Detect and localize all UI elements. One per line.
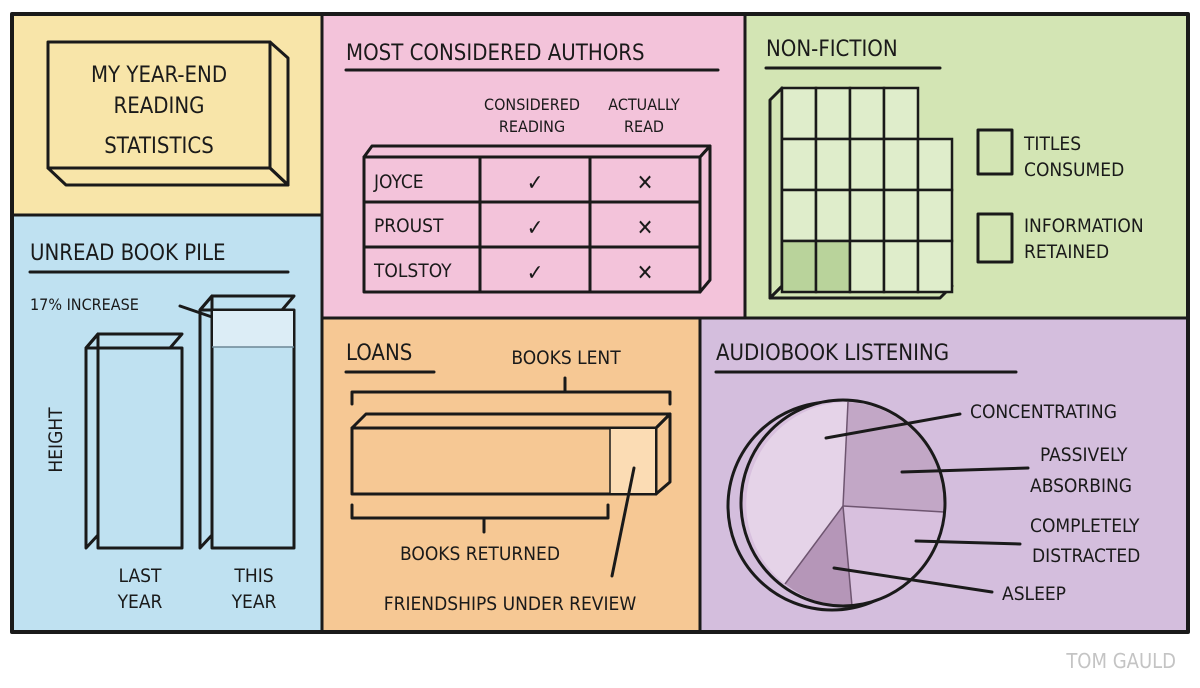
grid-cell-consumed bbox=[916, 137, 954, 192]
grid-cell-consumed bbox=[814, 137, 852, 192]
bar-this-year bbox=[198, 294, 296, 550]
grid-cell-consumed bbox=[780, 86, 818, 141]
column-header: CONSIDERED bbox=[484, 95, 580, 114]
grid-cell-consumed bbox=[780, 137, 818, 192]
increase-annotation: 17% INCREASE bbox=[30, 295, 139, 314]
legend-label: CONSUMED bbox=[1024, 159, 1124, 181]
authors-panel bbox=[322, 14, 745, 318]
pie-label: CONCENTRATING bbox=[970, 401, 1117, 423]
nonfiction-heading: NON-FICTION bbox=[766, 37, 898, 62]
author-name: JOYCE bbox=[373, 171, 424, 193]
bar-last-year bbox=[84, 332, 184, 550]
authors-heading: MOST CONSIDERED AUTHORS bbox=[346, 41, 645, 66]
grid-cell-consumed bbox=[848, 188, 886, 243]
grid-cell-retained bbox=[814, 239, 852, 294]
grid-cell-consumed bbox=[916, 239, 954, 294]
grid-cell-consumed bbox=[882, 137, 920, 192]
author-name: TOLSTOY bbox=[373, 260, 452, 282]
cross-icon: ✕ bbox=[637, 216, 654, 241]
pie-label: ABSORBING bbox=[1030, 475, 1132, 497]
unreturned-segment bbox=[610, 429, 655, 493]
cross-icon: ✕ bbox=[637, 171, 654, 196]
signature: TOM GAULD bbox=[1065, 649, 1176, 673]
authors-table: JOYCE ✓ ✕ PROUST ✓ ✕ TOLSTOY ✓ ✕ bbox=[362, 144, 712, 294]
pie-chart bbox=[726, 398, 947, 612]
title-line: READING bbox=[113, 94, 204, 119]
check-icon: ✓ bbox=[527, 261, 544, 286]
books-lent-label: BOOKS LENT bbox=[511, 347, 621, 369]
grid-cell-consumed bbox=[848, 137, 886, 192]
unread-heading: UNREAD BOOK PILE bbox=[30, 241, 226, 266]
legend-label: RETAINED bbox=[1024, 241, 1109, 263]
column-header: READ bbox=[624, 117, 664, 136]
legend-titles-consumed: TITLES CONSUMED bbox=[976, 128, 1124, 181]
grid-cell-consumed bbox=[848, 239, 886, 294]
bar-label: THIS bbox=[233, 565, 273, 587]
title-line: MY YEAR-END bbox=[91, 63, 227, 88]
bar-label: LAST bbox=[119, 565, 162, 587]
legend-information-retained: INFORMATION RETAINED bbox=[976, 212, 1144, 264]
pie-label: COMPLETELY bbox=[1030, 515, 1140, 537]
legend-label: TITLES bbox=[1023, 133, 1081, 155]
legend-label: INFORMATION bbox=[1024, 215, 1144, 237]
column-header: ACTUALLY bbox=[608, 95, 680, 114]
bar-label: YEAR bbox=[231, 591, 277, 613]
grid-cell-consumed bbox=[882, 86, 920, 141]
bar-label: YEAR bbox=[117, 591, 163, 613]
grid-cell-consumed bbox=[848, 86, 886, 141]
table-row: JOYCE ✓ ✕ bbox=[373, 171, 653, 196]
check-icon: ✓ bbox=[527, 171, 544, 196]
friendships-label: FRIENDSHIPS UNDER REVIEW bbox=[384, 593, 637, 615]
nonfiction-grid bbox=[768, 86, 954, 300]
pie-leader-lines bbox=[824, 412, 1030, 594]
author-name: PROUST bbox=[374, 215, 444, 237]
grid-cell-consumed bbox=[882, 188, 920, 243]
grid-cell-consumed bbox=[916, 188, 954, 243]
pie-slice-concentrating bbox=[746, 402, 848, 584]
pie-label: ASLEEP bbox=[1002, 583, 1066, 605]
column-header: READING bbox=[499, 117, 565, 136]
title-block: MY YEAR-END READING STATISTICS bbox=[46, 40, 290, 187]
check-icon: ✓ bbox=[527, 216, 544, 241]
grid-cell-consumed bbox=[882, 239, 920, 294]
loans-heading: LOANS bbox=[346, 341, 412, 366]
title-line: STATISTICS bbox=[104, 134, 214, 159]
cross-icon: ✕ bbox=[637, 261, 654, 286]
y-axis-label: HEIGHT bbox=[45, 407, 67, 473]
pie-slice-completely-distracted bbox=[843, 506, 944, 606]
panel-borders bbox=[10, 12, 1190, 634]
books-returned-label: BOOKS RETURNED bbox=[400, 543, 560, 565]
table-row: PROUST ✓ ✕ bbox=[374, 215, 653, 241]
pie-label: DISTRACTED bbox=[1032, 545, 1140, 567]
legend-swatch bbox=[976, 128, 1014, 176]
unread-panel bbox=[12, 215, 322, 632]
legend-swatch bbox=[976, 212, 1014, 264]
audiobook-heading: AUDIOBOOK LISTENING bbox=[716, 341, 949, 366]
pie-slice-asleep bbox=[785, 506, 852, 607]
increase-segment bbox=[213, 311, 293, 347]
pie-label: PASSIVELY bbox=[1040, 444, 1128, 466]
grid-cell-retained bbox=[780, 239, 818, 294]
table-row: TOLSTOY ✓ ✕ bbox=[373, 260, 653, 286]
grid-cell-consumed bbox=[814, 188, 852, 243]
grid-cell-consumed bbox=[814, 86, 852, 141]
grid-cell-consumed bbox=[780, 188, 818, 243]
